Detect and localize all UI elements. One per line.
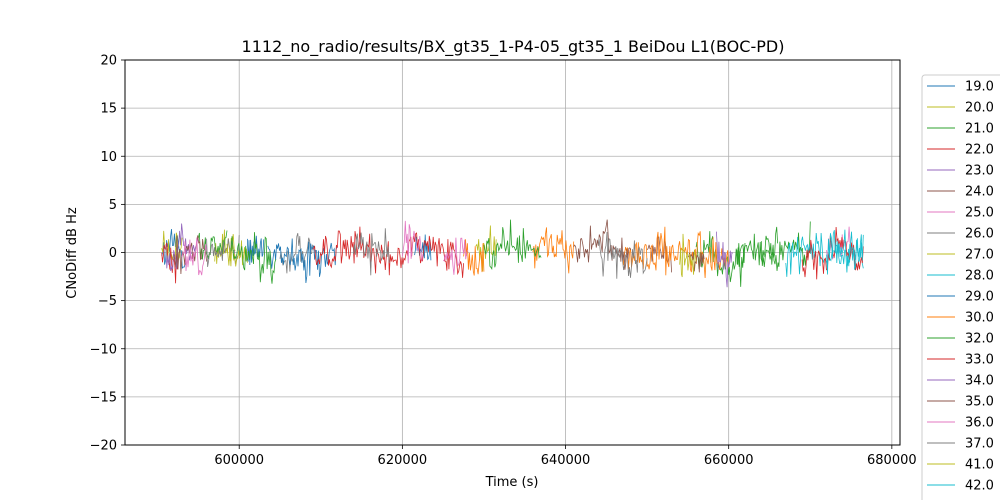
x-tick-label: 600000 bbox=[214, 453, 264, 468]
series-line-27-0 bbox=[226, 240, 248, 267]
y-tick-label: 20 bbox=[100, 54, 117, 69]
series-line-21-0 bbox=[695, 231, 746, 283]
series-line-22-0 bbox=[161, 242, 179, 284]
y-tick-label: −5 bbox=[98, 294, 117, 309]
legend-label: 33.0 bbox=[965, 353, 994, 368]
legend-label: 30.0 bbox=[965, 311, 994, 326]
x-axis-label: Time (s) bbox=[485, 475, 539, 490]
y-axis-label: CNoDiff dB Hz bbox=[65, 207, 80, 299]
y-tick-label: 5 bbox=[109, 198, 117, 213]
series-line-30-0 bbox=[463, 239, 485, 276]
series-line-33-0 bbox=[312, 230, 346, 269]
legend-label: 32.0 bbox=[965, 332, 994, 347]
legend-label: 29.0 bbox=[965, 290, 994, 305]
y-tick-label: 15 bbox=[100, 102, 117, 117]
series-line-35-0 bbox=[573, 219, 632, 270]
legend-label: 28.0 bbox=[965, 269, 994, 284]
series-line-30-0 bbox=[622, 226, 730, 279]
series-line-37-0 bbox=[597, 231, 648, 279]
series-line-36-0 bbox=[443, 237, 468, 275]
legend-label: 23.0 bbox=[965, 164, 994, 179]
legend-label: 36.0 bbox=[965, 416, 994, 431]
series-line-23-0 bbox=[165, 223, 199, 272]
legend-frame bbox=[921, 74, 1000, 500]
series-line-25-0 bbox=[181, 237, 207, 276]
legend-label: 24.0 bbox=[965, 185, 994, 200]
legend-label: 26.0 bbox=[965, 227, 994, 242]
legend-label: 22.0 bbox=[965, 143, 994, 158]
legend: 19.0 20.0 21.0 22.0 23.0 24.0 25.0 26.0 27.0 28.0… bbox=[921, 74, 1000, 500]
legend-label: 41.0 bbox=[965, 458, 994, 473]
y-tick-label: 10 bbox=[100, 150, 117, 165]
x-tick-label: 620000 bbox=[378, 453, 428, 468]
legend-label: 20.0 bbox=[965, 101, 994, 116]
series-line-26-0 bbox=[279, 232, 313, 274]
legend-label: 35.0 bbox=[965, 395, 994, 410]
series-line-37-0 bbox=[353, 228, 391, 276]
series-line-32-0 bbox=[230, 232, 277, 284]
series-line-26-0 bbox=[206, 235, 240, 267]
legend-label: 27.0 bbox=[965, 248, 994, 263]
y-tick-label: −20 bbox=[90, 439, 117, 454]
legend-label: 19.0 bbox=[965, 80, 994, 95]
y-tick-label: −15 bbox=[90, 390, 117, 405]
legend-label: 37.0 bbox=[965, 437, 994, 452]
series-line-29-0 bbox=[267, 238, 338, 284]
chart-title: 1112_no_radio/results/BX_gt35_1-P4-05_gt… bbox=[242, 37, 785, 57]
y-tick-label: −10 bbox=[90, 342, 117, 357]
series-line-21-0 bbox=[760, 221, 811, 271]
series-line-30-0 bbox=[532, 227, 575, 274]
legend-label: 25.0 bbox=[965, 206, 994, 221]
legend-label: 34.0 bbox=[965, 374, 994, 389]
series-line-42-0 bbox=[826, 229, 864, 275]
legend-label: 21.0 bbox=[965, 122, 994, 137]
x-tick-label: 680000 bbox=[867, 453, 917, 468]
y-tick-label: 0 bbox=[109, 246, 117, 261]
series-line-36-0 bbox=[402, 220, 424, 264]
legend-label: 42.0 bbox=[965, 479, 994, 494]
axis-ticks: 600000 620000 640000 660000 680000 −20 −15 −10 −… bbox=[90, 54, 917, 469]
series-line-21-0 bbox=[198, 230, 228, 260]
x-tick-label: 660000 bbox=[704, 453, 754, 468]
series-line-34-0 bbox=[716, 231, 734, 288]
series-line-19-0 bbox=[161, 228, 187, 269]
series-line-41-0 bbox=[679, 233, 697, 278]
x-tick-label: 640000 bbox=[541, 453, 591, 468]
series-line-32-0 bbox=[483, 219, 542, 271]
series-line-32-0 bbox=[736, 226, 778, 287]
series-lines bbox=[161, 219, 864, 288]
